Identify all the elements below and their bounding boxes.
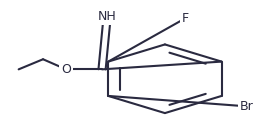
Text: NH: NH [98,10,117,23]
Text: F: F [182,12,189,25]
Text: Br: Br [240,100,254,113]
Text: O: O [61,63,71,76]
